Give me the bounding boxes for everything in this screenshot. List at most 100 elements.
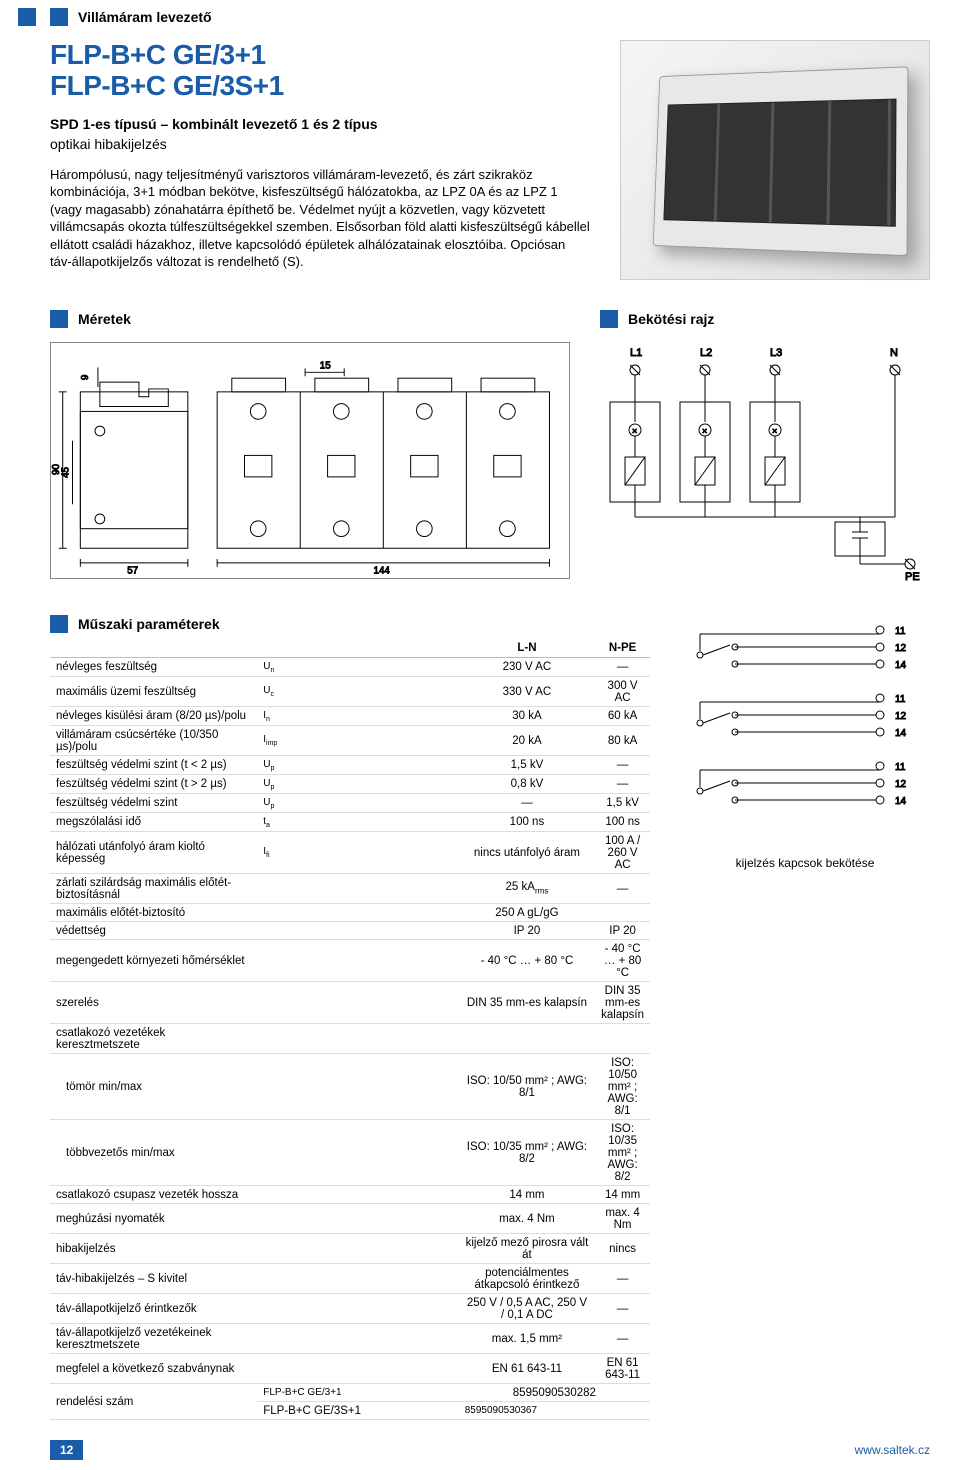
spec-symbol: Ifi (257, 832, 458, 874)
product-title: FLP-B+C GE/3+1 FLP-B+C GE/3S+1 (50, 40, 590, 102)
spec-label: névleges kisülési áram (8/20 µs)/polu (50, 707, 257, 726)
spec-symbol: Up (257, 775, 458, 794)
spec-label: villámáram csúcsértéke (10/350 µs)/polu (50, 726, 257, 756)
svg-text:57: 57 (127, 566, 138, 577)
spec-symbol (257, 922, 458, 940)
spec-npe: EN 61 643-11 (595, 1354, 650, 1384)
order-model: FLP-B+C GE/3+1 (257, 1384, 458, 1402)
spec-ln: kijelző mező pirosra vált át (459, 1234, 595, 1264)
spec-npe (595, 904, 650, 922)
signal-caption: kijelzés kapcsok bekötése (680, 856, 930, 870)
spec-label: csatlakozó vezetékek keresztmetszete (50, 1024, 257, 1054)
svg-text:PE: PE (905, 571, 920, 582)
svg-text:12: 12 (895, 779, 907, 790)
spec-ln: IP 20 (459, 922, 595, 940)
spec-ln: 25 kArms (459, 874, 595, 904)
spec-npe: nincs (595, 1234, 650, 1264)
spec-npe: — (595, 1324, 650, 1354)
spec-symbol (257, 1264, 458, 1294)
spec-ln: 30 kA (459, 707, 595, 726)
spec-label: szerelés (50, 982, 257, 1024)
spec-label: meghúzási nyomaték (50, 1204, 257, 1234)
col-ln: L-N (459, 639, 595, 658)
spec-label: feszültség védelmi szint (t < 2 µs) (50, 756, 257, 775)
spec-ln: — (459, 794, 595, 813)
spec-ln: 250 A gL/gG (459, 904, 595, 922)
svg-text:45: 45 (61, 466, 72, 477)
spec-label: maximális üzemi feszültség (50, 677, 257, 707)
svg-text:×: × (632, 426, 637, 436)
dimension-drawing: 9 15 90 45 (50, 342, 570, 579)
spec-symbol (257, 1324, 458, 1354)
svg-text:11: 11 (895, 626, 906, 637)
title-line2: FLP-B+C GE/3S+1 (50, 70, 284, 101)
spec-accent (50, 615, 68, 633)
spec-npe: — (595, 874, 650, 904)
svg-text:14: 14 (895, 660, 907, 671)
svg-text:N: N (890, 347, 898, 359)
spec-npe: — (595, 1294, 650, 1324)
svg-text:L3: L3 (770, 347, 782, 359)
category-accent (50, 8, 68, 26)
svg-text:L1: L1 (630, 347, 642, 359)
spec-npe: 100 ns (595, 813, 650, 832)
spec-symbol: Uc (257, 677, 458, 707)
spec-ln: ISO: 10/50 mm² ; AWG: 8/1 (459, 1054, 595, 1120)
col-npe: N-PE (595, 639, 650, 658)
spec-label: feszültség védelmi szint (t > 2 µs) (50, 775, 257, 794)
spec-table: L-N N-PE névleges feszültségUn230 V AC—m… (50, 639, 650, 1420)
spec-symbol (257, 982, 458, 1024)
spec-ln: 330 V AC (459, 677, 595, 707)
spec-npe: ISO: 10/35 mm² ; AWG: 8/2 (595, 1120, 650, 1186)
footer-url: www.saltek.cz (855, 1443, 930, 1457)
order-model: FLP-B+C GE/3S+1 (257, 1402, 458, 1420)
spec-npe: DIN 35 mm-es kalapsín (595, 982, 650, 1024)
svg-text:15: 15 (320, 360, 331, 371)
spec-symbol: Up (257, 794, 458, 813)
spec-symbol (257, 874, 458, 904)
spec-label: táv-állapotkijelző vezetékeinek keresztm… (50, 1324, 257, 1354)
spec-symbol (257, 1024, 458, 1054)
spec-label: hibakijelzés (50, 1234, 257, 1264)
order-label: rendelési szám (50, 1384, 257, 1420)
spec-symbol: Un (257, 658, 458, 677)
spec-symbol (257, 1186, 458, 1204)
spec-label: megengedett környezeti hőmérséklet (50, 940, 257, 982)
subtitle-bold: SPD 1-es típusú – kombinált levezető 1 é… (50, 116, 590, 132)
spec-ln: nincs utánfolyó áram (459, 832, 595, 874)
spec-ln: 0,8 kV (459, 775, 595, 794)
svg-text:14: 14 (895, 728, 907, 739)
spec-ln: potenciálmentes átkapcsoló érintkező (459, 1264, 595, 1294)
spec-npe: 60 kA (595, 707, 650, 726)
spec-label: feszültség védelmi szint (50, 794, 257, 813)
spec-ln: max. 4 Nm (459, 1204, 595, 1234)
spec-symbol: ta (257, 813, 458, 832)
dim-title: Méretek (78, 311, 131, 327)
spec-ln: 14 mm (459, 1186, 595, 1204)
spec-npe: max. 4 Nm (595, 1204, 650, 1234)
svg-text:11: 11 (895, 762, 906, 773)
spec-ln: max. 1,5 mm² (459, 1324, 595, 1354)
spec-symbol (257, 1234, 458, 1264)
spec-npe (595, 1024, 650, 1054)
spec-title: Műszaki paraméterek (78, 616, 220, 632)
svg-text:12: 12 (895, 711, 907, 722)
spec-label: csatlakozó csupasz vezeték hossza (50, 1186, 257, 1204)
spec-label: megfelel a következő szabványnak (50, 1354, 257, 1384)
spec-symbol (257, 1054, 458, 1120)
svg-text:144: 144 (374, 566, 391, 577)
wiring-diagram: L1 L2 L3 N × (600, 342, 930, 582)
spec-npe: — (595, 775, 650, 794)
spec-npe: — (595, 756, 650, 775)
spec-ln: EN 61 643-11 (459, 1354, 595, 1384)
side-accent (18, 8, 36, 26)
spec-label: többvezetős min/max (50, 1120, 257, 1186)
spec-ln: - 40 °C … + 80 °C (459, 940, 595, 982)
spec-npe: — (595, 1264, 650, 1294)
spec-symbol: In (257, 707, 458, 726)
wiring-accent (600, 310, 618, 328)
spec-npe: 300 V AC (595, 677, 650, 707)
body-text: Hárompólusú, nagy teljesítményű variszto… (50, 166, 590, 271)
spec-ln: 100 ns (459, 813, 595, 832)
order-code: 8595090530282 (459, 1384, 650, 1402)
